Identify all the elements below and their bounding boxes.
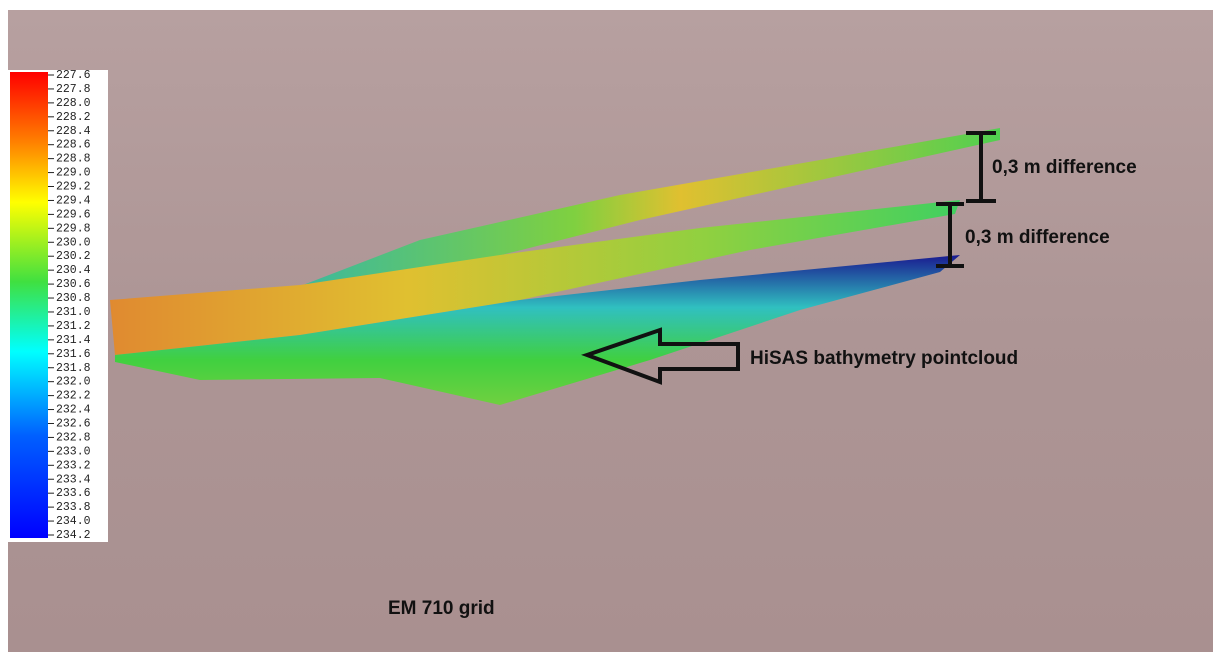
colorbar-label: 232.4 xyxy=(56,404,91,417)
colorbar-label: 232.0 xyxy=(56,376,91,389)
colorbar-label: 229.2 xyxy=(56,181,91,194)
colorbar-label: 232.8 xyxy=(56,431,91,444)
colorbar-label: 229.4 xyxy=(56,194,91,207)
colorbar-label: 231.2 xyxy=(56,320,91,333)
colorbar-label: 228.8 xyxy=(56,153,91,166)
colorbar-label: 228.0 xyxy=(56,97,91,110)
colorbar-label: 230.8 xyxy=(56,292,91,305)
colorbar-label: 233.6 xyxy=(56,487,91,500)
colorbar-label: 229.8 xyxy=(56,222,91,235)
colorbar-label: 234.2 xyxy=(56,529,91,542)
colorbar-label: 230.4 xyxy=(56,264,91,277)
colorbar-label: 228.2 xyxy=(56,111,91,124)
colorbar-label: 228.4 xyxy=(56,125,91,138)
colorbar-label: 229.0 xyxy=(56,167,91,180)
colorbar-label: 232.2 xyxy=(56,390,91,403)
annotation: EM 710 grid xyxy=(388,598,495,619)
colorbar-label: 233.2 xyxy=(56,459,91,472)
colorbar-label: 231.0 xyxy=(56,306,91,319)
colorbar xyxy=(10,72,48,538)
colorbar-label: 231.6 xyxy=(56,348,91,361)
colorbar-label: 230.0 xyxy=(56,236,91,249)
colorbar-label: 233.8 xyxy=(56,501,91,514)
colorbar-label: 228.6 xyxy=(56,139,91,152)
colorbar-label: 234.0 xyxy=(56,515,91,528)
colorbar-label: 227.8 xyxy=(56,83,91,96)
colorbar-label: 233.4 xyxy=(56,473,91,486)
colorbar-label: 230.2 xyxy=(56,250,91,263)
colorbar-label: 229.6 xyxy=(56,208,91,221)
colorbar-label: 233.0 xyxy=(56,445,91,458)
annotation: HiSAS bathymetry pointcloud xyxy=(750,348,1018,369)
annotation: 0,3 m difference xyxy=(965,227,1110,248)
annotation: 0,3 m difference xyxy=(992,157,1137,178)
colorbar-label: 231.4 xyxy=(56,334,91,347)
colorbar-label: 232.6 xyxy=(56,418,91,431)
colorbar-label: 227.6 xyxy=(56,69,91,82)
colorbar-label: 231.8 xyxy=(56,362,91,375)
scene: 227.6227.8228.0228.2228.4228.6228.8229.0… xyxy=(0,0,1213,652)
colorbar-label: 230.6 xyxy=(56,278,91,291)
